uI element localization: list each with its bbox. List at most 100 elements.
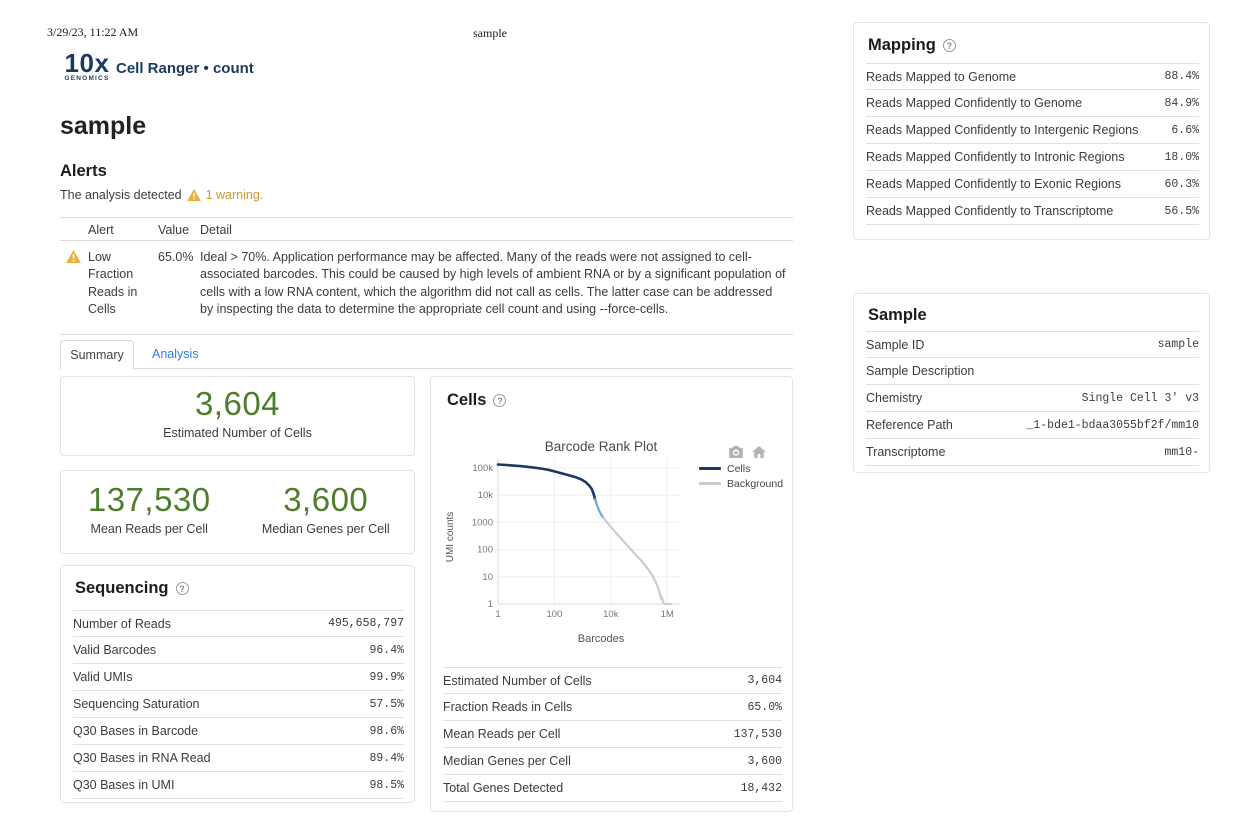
svg-text:10: 10 (482, 572, 493, 583)
metric-value: 6.6% (1171, 123, 1199, 137)
legend-label: Cells (727, 462, 751, 475)
metric-value: 65.0% (747, 700, 782, 714)
metric-label: Sample ID (866, 337, 925, 352)
table-row: Valid Barcodes 96.4% (73, 637, 404, 664)
table-row: Q30 Bases in Barcode 98.6% (73, 718, 404, 745)
metric-label: Sequencing Saturation (73, 697, 200, 711)
alert-row: Low Fraction Reads in Cells 65.0% Ideal … (60, 241, 793, 335)
sequencing-card: Sequencing ? Number of Reads 495,658,797… (60, 565, 415, 803)
svg-text:100: 100 (546, 609, 562, 620)
metric-value: 3,604 (747, 674, 782, 687)
svg-text:1M: 1M (661, 609, 674, 620)
sample-card: Sample Sample ID sample Sample Descripti… (853, 293, 1210, 473)
metric-label: Reads Mapped Confidently to Intergenic R… (866, 123, 1139, 137)
median-genes-value: 3,600 (283, 481, 369, 518)
help-icon[interactable]: ? (493, 394, 507, 407)
table-row: Chemistry Single Cell 3' v3 (866, 385, 1199, 412)
svg-text:1: 1 (488, 599, 493, 610)
help-icon[interactable]: ? (942, 39, 956, 52)
svg-text:10k: 10k (603, 609, 619, 620)
svg-text:1000: 1000 (472, 517, 493, 528)
legend-item-background[interactable]: Background (699, 476, 783, 491)
mapping-card: Mapping ? Reads Mapped to Genome 88.4% R… (853, 22, 1210, 240)
tab-analysis[interactable]: Analysis (152, 347, 199, 361)
metric-label: Reads Mapped Confidently to Exonic Regio… (866, 177, 1122, 191)
cells-table: Estimated Number of Cells 3,604 Fraction… (443, 667, 782, 802)
table-row: Q30 Bases in RNA Read 89.4% (73, 745, 404, 772)
alerts-table: Alert Value Detail Low Fraction Reads in… (60, 217, 793, 335)
plot-modebar (729, 445, 766, 463)
cells-card: Cells ? Barcode Rank Plot Cells Backgrou… (430, 376, 793, 812)
metric-value: mm10- (1164, 445, 1199, 459)
cells-line-swatch (699, 467, 721, 470)
metric-value: 57.5% (369, 697, 404, 711)
table-row: Reference Path _1-bde1-bdaa3055bf2f/mm10 (866, 412, 1199, 439)
help-icon[interactable]: ? (175, 582, 189, 595)
table-row: Sample Description (866, 358, 1199, 385)
metric-value: 18.0% (1164, 150, 1199, 164)
warning-triangle-icon (66, 250, 81, 268)
print-page-title: sample (473, 26, 507, 40)
metric-label: Reads Mapped Confidently to Transcriptom… (866, 204, 1114, 218)
sequencing-heading: Sequencing (75, 579, 169, 597)
logo-genomics-text: GENOMICS (64, 75, 110, 82)
warning-triangle-icon (186, 189, 201, 201)
plot-title: Barcode Rank Plot (544, 439, 658, 454)
metric-value: _1-bde1-bdaa3055bf2f/mm10 (1026, 418, 1199, 432)
tenx-genomics-logo: 10x GENOMICS (62, 48, 112, 82)
metric-label: Reference Path (866, 418, 953, 432)
camera-icon[interactable] (729, 445, 743, 463)
table-row: Q30 Bases in UMI 98.5% (73, 772, 404, 799)
metric-label: Mean Reads per Cell (443, 727, 561, 741)
svg-text:100: 100 (477, 545, 493, 556)
table-row: Transcriptome mm10- (866, 439, 1199, 466)
metric-value: 96.4% (369, 643, 404, 657)
metric-label: Valid Barcodes (73, 643, 157, 657)
metric-label: Reads Mapped Confidently to Genome (866, 96, 1083, 110)
pipeline-title: Cell Ranger • count (116, 60, 254, 77)
median-genes-label: Median Genes per Cell (261, 522, 390, 536)
sample-heading: Sample (868, 306, 927, 324)
tab-summary[interactable]: Summary (60, 340, 134, 370)
sample-table: Sample ID sample Sample Description Chem… (866, 331, 1199, 466)
table-row: Total Genes Detected 18,432 (443, 775, 782, 802)
metric-value: sample (1157, 338, 1199, 351)
metric-label: Valid UMIs (73, 670, 133, 684)
logo-10x-text: 10x (64, 48, 110, 78)
metric-value: 99.9% (369, 670, 404, 684)
mean-reads-value: 137,530 (87, 481, 211, 518)
metric-label: Fraction Reads in Cells (443, 700, 573, 714)
metric-label: Q30 Bases in Barcode (73, 724, 199, 738)
legend-label: Background (727, 477, 784, 490)
mapping-table: Reads Mapped to Genome 88.4% Reads Mappe… (866, 63, 1199, 225)
metric-label: Total Genes Detected (443, 781, 564, 795)
metric-label: Transcriptome (866, 445, 946, 459)
barcode-rank-plot[interactable]: UMI counts 1 100 10k 1M 1 10 100 1000 10k 100k (439, 429, 739, 649)
metric-label: Reads Mapped to Genome (866, 69, 1017, 84)
table-row: Valid UMIs 99.9% (73, 664, 404, 691)
table-row: Fraction Reads in Cells 65.0% (443, 694, 782, 721)
metric-value: 98.5% (369, 778, 404, 792)
table-row: Number of Reads 495,658,797 (73, 610, 404, 637)
table-row: Median Genes per Cell 3,600 (443, 748, 782, 775)
x-axis-label: Barcodes (577, 633, 625, 645)
alert-column-header: Alert (88, 223, 114, 237)
metric-label: Chemistry (866, 391, 923, 405)
alert-name: Low Fraction Reads in Cells (88, 250, 138, 317)
alerts-table-header: Alert Value Detail (60, 217, 793, 241)
home-icon[interactable] (752, 445, 766, 463)
metric-label: Median Genes per Cell (443, 754, 571, 768)
estimated-cells-label: Estimated Number of Cells (163, 426, 312, 440)
metric-value: 98.6% (369, 724, 404, 738)
detail-column-header: Detail (200, 223, 232, 237)
legend-item-cells[interactable]: Cells (699, 461, 783, 476)
table-row: Reads Mapped Confidently to Intronic Reg… (866, 144, 1199, 171)
metric-value: Single Cell 3' v3 (1081, 391, 1199, 405)
metric-value: 60.3% (1164, 177, 1199, 191)
metric-label: Number of Reads (73, 616, 171, 631)
reads-genes-card: 137,530 Mean Reads per Cell 3,600 Median… (60, 470, 415, 554)
y-axis-label: UMI counts (445, 512, 456, 563)
alerts-intro: The analysis detected 1 warning. (60, 188, 263, 202)
estimated-cells-value: 3,604 (194, 385, 281, 422)
metric-value: 137,530 (733, 727, 782, 741)
